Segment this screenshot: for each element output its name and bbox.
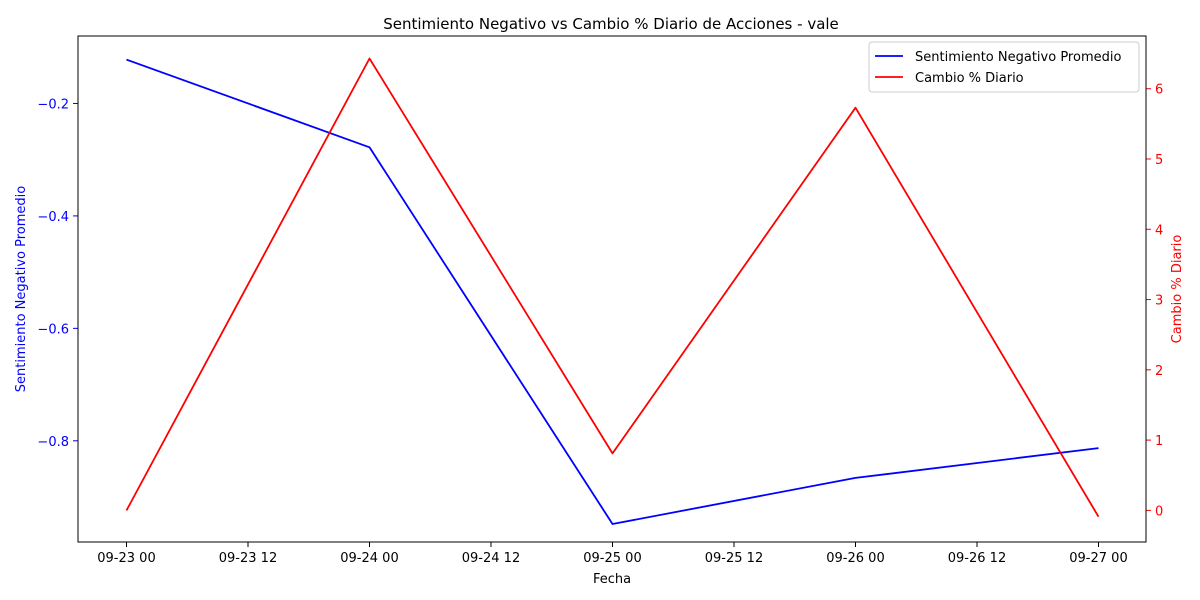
y-right-tick-label: 2 — [1155, 364, 1163, 379]
chart-title: Sentimiento Negativo vs Cambio % Diario … — [383, 15, 839, 33]
legend-label: Sentimiento Negativo Promedio — [915, 50, 1121, 65]
y-right-tick-label: 6 — [1155, 83, 1163, 98]
x-tick-label: 09-24 00 — [340, 551, 398, 566]
y-axis-right-label: Cambio % Diario — [1170, 235, 1185, 344]
plot-frame — [77, 35, 1147, 543]
x-tick-label: 09-23 12 — [219, 551, 277, 566]
y-right-tick-label: 1 — [1155, 434, 1163, 449]
y-right-tick-label: 4 — [1155, 223, 1163, 238]
series-line-sentimiento — [126, 58, 1099, 525]
y-left-tick-label: −0.8 — [37, 435, 69, 450]
series-line-cambio — [125, 57, 1100, 518]
y-right-tick-label: 5 — [1155, 153, 1163, 168]
legend: Sentimiento Negativo Promedio Cambio % Di… — [868, 41, 1140, 93]
x-tick-label: 09-26 00 — [826, 551, 884, 566]
x-tick-label: 09-26 12 — [948, 551, 1006, 566]
x-tick-label: 09-27 00 — [1069, 551, 1127, 566]
x-tick-label: 09-23 00 — [97, 551, 155, 566]
y-left-tick-label: −0.2 — [37, 97, 69, 112]
x-tick-label: 09-24 12 — [462, 551, 520, 566]
legend-label: Cambio % Diario — [915, 71, 1024, 86]
y-left-tick-label: −0.6 — [37, 322, 69, 337]
y-axis-left-label: Sentimiento Negativo Promedio — [14, 186, 29, 392]
x-tick-label: 09-25 12 — [705, 551, 763, 566]
y-right-tick-label: 0 — [1155, 504, 1163, 519]
x-tick-label: 09-25 00 — [583, 551, 641, 566]
legend-box — [868, 41, 1140, 93]
y-left-tick-label: −0.4 — [37, 210, 69, 225]
x-axis-label: Fecha — [593, 572, 631, 587]
y-right-tick-label: 3 — [1155, 294, 1163, 309]
